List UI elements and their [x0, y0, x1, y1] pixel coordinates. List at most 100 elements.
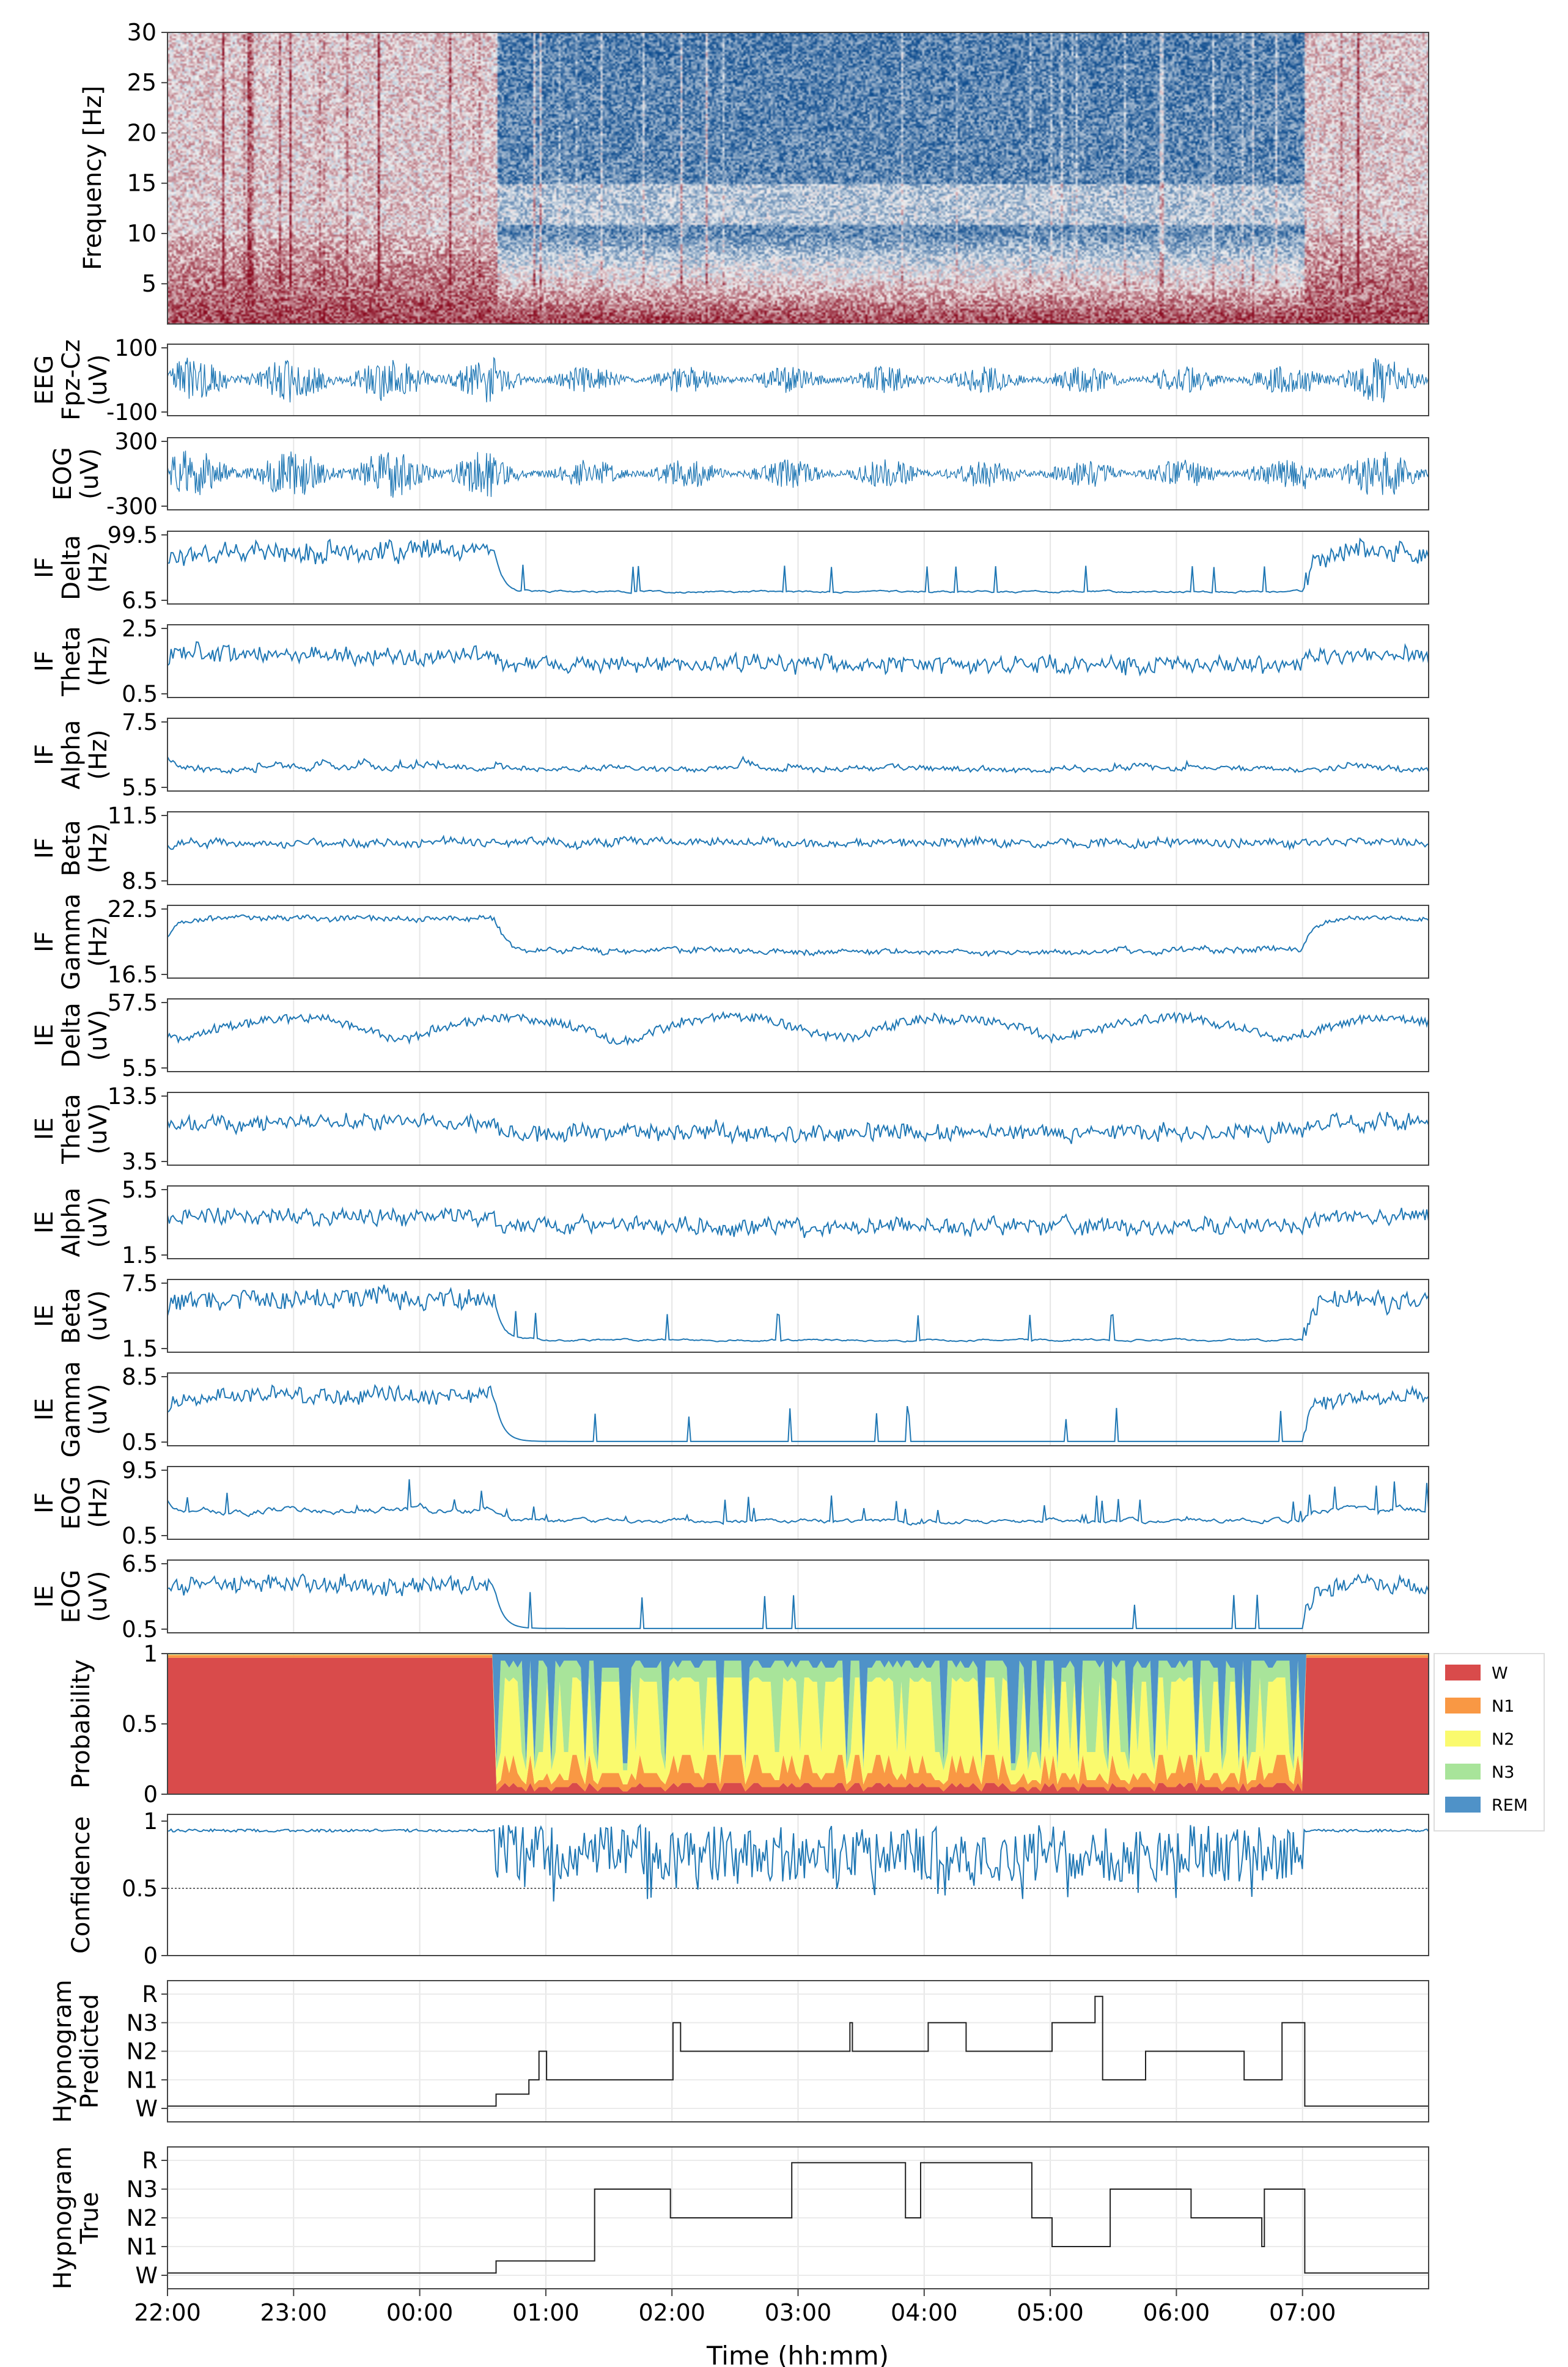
- xtick-label: 02:00: [638, 2299, 705, 2326]
- legend-label-n2: N2: [1492, 1730, 1514, 1749]
- panel-confidence: 1 0.5 0 Confidence: [67, 1808, 1429, 1969]
- legend-label-n1: N1: [1492, 1697, 1514, 1716]
- ytick-label: 0.5: [122, 1711, 158, 1737]
- spectrogram-ytick-label: 20: [127, 119, 156, 146]
- spectrogram-ytick-label: 25: [127, 69, 156, 96]
- panel-frame: [167, 1466, 1429, 1540]
- ylabel-line: Fpz-Cz: [57, 339, 86, 421]
- ytick-label: 5.5: [122, 1177, 158, 1203]
- ylabel-line: Hypnogram: [49, 2146, 77, 2289]
- ylabel-line: (Hz): [84, 823, 112, 873]
- ylabel-line: EEG: [31, 355, 59, 405]
- ytick-label: 5.5: [122, 1055, 158, 1081]
- ytick-label: 6.5: [122, 587, 158, 614]
- series-line: [167, 1111, 1429, 1145]
- xtick-label: 23:00: [260, 2299, 328, 2326]
- panel-frame: [167, 905, 1429, 979]
- ytick-label: 5.5: [122, 775, 158, 801]
- ytick-label: N3: [127, 2010, 158, 2036]
- ylabel-line: (uV): [84, 1197, 112, 1248]
- ylabel-line: (uV): [84, 1010, 112, 1061]
- ytick-label: W: [135, 2096, 158, 2122]
- series-line: [167, 356, 1429, 403]
- panel-frame: [167, 1185, 1429, 1259]
- area-n1: [167, 1655, 1429, 1792]
- ylabel-line: Gamma: [57, 1361, 86, 1458]
- ytick-label: N3: [127, 2176, 158, 2203]
- ytick-label: 1.5: [122, 1242, 158, 1268]
- ytick-label: 0: [143, 1943, 158, 1969]
- ytick-label: 1.5: [122, 1336, 158, 1362]
- xtick-label: 07:00: [1269, 2299, 1336, 2326]
- panel-frame: [167, 624, 1429, 698]
- legend-label-n3: N3: [1492, 1763, 1514, 1782]
- ytick-label: 9.5: [122, 1457, 158, 1484]
- ylabel-line: (Hz): [84, 636, 112, 686]
- ylabel-line: Theta: [57, 626, 86, 697]
- panel-frame: [167, 437, 1429, 510]
- ytick-label: 99.5: [108, 522, 158, 548]
- ylabel-line: IE: [31, 1117, 59, 1140]
- ytick-label: 8.5: [122, 868, 158, 894]
- ytick-label: W: [135, 2262, 158, 2289]
- area-w: [167, 1657, 1429, 1794]
- ylabel-line: IE: [31, 1211, 59, 1234]
- panel-frame: [167, 998, 1429, 1072]
- series-line: [167, 2162, 1429, 2274]
- ylabel-line: IE: [31, 1585, 59, 1608]
- ylabel-line: Delta: [57, 1003, 86, 1068]
- area-n2: [167, 1654, 1429, 1784]
- ylabel-line: (Hz): [84, 542, 112, 592]
- ylabel-line: IE: [31, 1398, 59, 1421]
- series-line: [167, 641, 1429, 677]
- panel-frame: [167, 1279, 1429, 1353]
- series-line: [167, 537, 1429, 594]
- ylabel-line: (Hz): [84, 729, 112, 779]
- ylabel-line: Beta: [57, 1287, 86, 1344]
- ytick-label: 8.5: [122, 1364, 158, 1390]
- ytick-label: 1: [143, 1641, 158, 1667]
- series-line: [167, 1383, 1429, 1442]
- ytick-label: 3.5: [122, 1149, 158, 1175]
- panel-frame: [167, 1372, 1429, 1446]
- ytick-label: 0.5: [122, 1876, 158, 1902]
- series-line: [167, 1010, 1429, 1046]
- ylabel-line: (uV): [76, 448, 104, 499]
- ylabel-line: True: [76, 2192, 104, 2245]
- ylabel-line: Alpha: [57, 1188, 86, 1257]
- ytick-label: 7.5: [122, 1270, 158, 1297]
- ylabel-line: Delta: [57, 535, 86, 600]
- series-line: [167, 451, 1429, 498]
- ylabel-line: IF: [31, 650, 59, 672]
- legend-swatch-w: [1445, 1665, 1481, 1680]
- ylabel-line: IE: [31, 1024, 59, 1047]
- xtick-label: 00:00: [386, 2299, 454, 2326]
- series-line: [167, 834, 1429, 851]
- ylabel-line: (Hz): [84, 1478, 112, 1528]
- ylabel-line: IF: [31, 931, 59, 952]
- ylabel-line: Gamma: [57, 894, 86, 990]
- series-line: [167, 756, 1429, 775]
- ytick-label: 16.5: [108, 962, 158, 988]
- legend-swatch-n3: [1445, 1764, 1481, 1780]
- x-axis-label: Time (hh:mm): [706, 2341, 889, 2367]
- series-line: [167, 1824, 1429, 1902]
- ylabel-line: EOG: [49, 447, 77, 501]
- ylabel-line: Probability: [67, 1659, 95, 1788]
- area-rem: [167, 1654, 1429, 1764]
- spectrogram-yticks: 30 25 20 15 10 5: [127, 19, 167, 297]
- ylabel-line: (Hz): [84, 916, 112, 966]
- spectrogram-ytick-label: 5: [142, 270, 156, 297]
- ylabel-line: IF: [31, 557, 59, 578]
- series-line: [167, 1995, 1429, 2107]
- xtick-label: 04:00: [891, 2299, 958, 2326]
- area-n3: [167, 1654, 1429, 1770]
- ylabel-line: Hypnogram: [49, 1979, 77, 2122]
